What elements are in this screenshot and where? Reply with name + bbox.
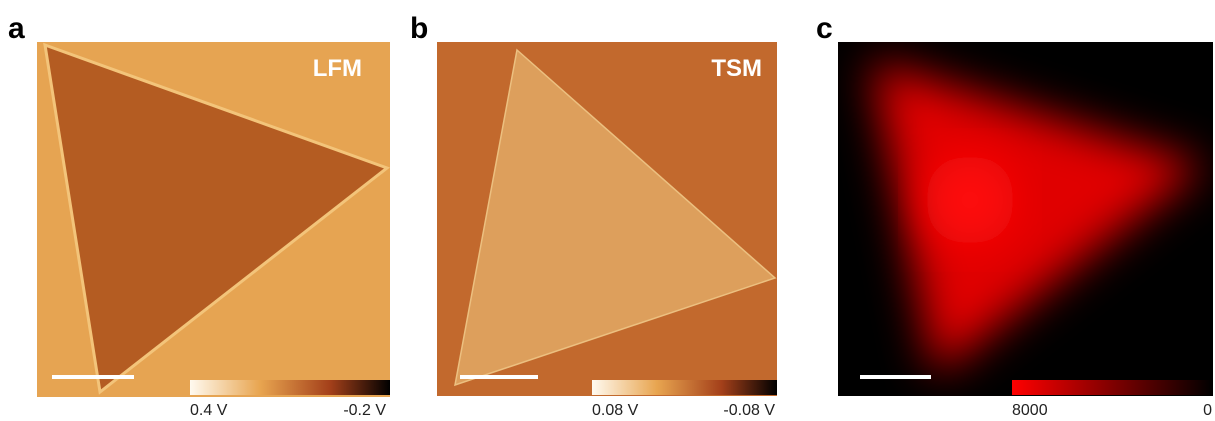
glow-core	[925, 155, 1015, 245]
flake	[43, 42, 391, 395]
panel-label: a	[8, 12, 25, 45]
panel-label: c	[816, 12, 833, 45]
panel-title: LFM	[313, 55, 362, 82]
panel-c: c 8000 0	[816, 12, 1213, 419]
colorbar	[592, 380, 777, 395]
glow	[870, 60, 1205, 375]
flake	[454, 48, 777, 387]
colorbar-label: 0	[1203, 402, 1212, 419]
colorbar-label: -0.2 V	[343, 402, 386, 419]
panel-a: a LFM 0.4 V -0.2 V	[8, 12, 391, 419]
colorbar	[1012, 380, 1213, 395]
colorbar	[190, 380, 390, 395]
colorbar-label: 0.4 V	[190, 402, 228, 419]
panel-b: b TSM 0.08 V -0.08 V	[410, 12, 777, 419]
colorbar-label: -0.08 V	[723, 402, 775, 419]
panel-title: TSM	[711, 55, 762, 82]
colorbar-label: 8000	[1012, 402, 1048, 419]
colorbar-label: 0.08 V	[592, 402, 639, 419]
panel-label: b	[410, 12, 428, 45]
